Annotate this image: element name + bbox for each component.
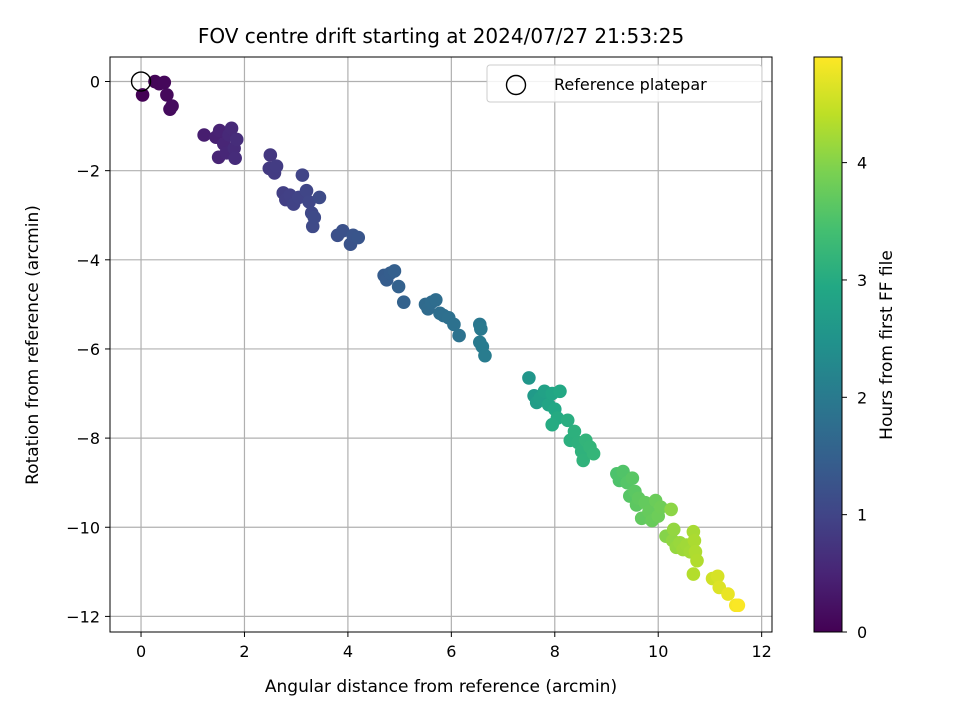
data-point [654, 500, 668, 514]
legend-box [486, 64, 763, 103]
colorbar-tick-label: 4 [857, 154, 867, 173]
colorbar-tick-label: 3 [857, 271, 867, 290]
data-point [567, 424, 582, 439]
legend-reference-marker [505, 74, 527, 96]
y-tick-label: −10 [66, 518, 100, 537]
data-point [165, 99, 179, 113]
data-point [263, 148, 278, 162]
data-point [335, 224, 350, 238]
x-tick-label: 10 [648, 642, 668, 661]
colorbar-gradient [813, 56, 843, 633]
data-point [522, 371, 536, 385]
data-points [135, 74, 746, 613]
colorbar-ticks: 0 1 2 3 4 [842, 154, 867, 642]
data-point [686, 567, 701, 581]
data-point [625, 471, 640, 486]
data-point [666, 522, 681, 537]
colorbar-tick-label: 2 [857, 388, 867, 407]
data-point [560, 413, 575, 428]
data-point [690, 553, 704, 568]
data-point [576, 453, 591, 468]
x-tick-label: 2 [239, 642, 249, 661]
chart-title: FOV centre drift starting at 2024/07/27 … [198, 24, 684, 48]
data-point [307, 210, 322, 225]
data-point [447, 317, 461, 332]
data-point [687, 533, 702, 548]
data-point [391, 279, 406, 294]
data-point [157, 75, 172, 90]
data-point [478, 348, 492, 363]
data-point [452, 328, 466, 343]
y-tick-label: −6 [76, 340, 100, 359]
data-point [474, 322, 488, 336]
x-axis-label: Angular distance from reference (arcmin) [265, 677, 617, 697]
data-point [545, 417, 559, 432]
data-point [299, 183, 314, 198]
data-point [387, 264, 402, 278]
data-point [269, 159, 284, 174]
x-tick-label: 12 [751, 642, 771, 661]
data-point [302, 195, 316, 209]
x-tick-label: 0 [136, 642, 146, 661]
reference-platepar-marker [130, 71, 152, 92]
data-point [721, 587, 735, 601]
data-point [586, 446, 601, 461]
data-point [312, 190, 327, 205]
data-point [710, 569, 725, 584]
data-point [229, 132, 244, 147]
data-point [197, 128, 211, 142]
data-point [664, 502, 678, 517]
plot-frame [109, 56, 773, 633]
legend: Reference platepar [486, 64, 763, 103]
data-point [731, 598, 746, 613]
y-tick-label: −12 [66, 607, 100, 626]
y-tick-label: −2 [76, 162, 100, 181]
y-tick-label: −4 [76, 251, 100, 270]
x-tick-label: 4 [343, 642, 353, 661]
data-point [351, 230, 366, 245]
y-axis-label: Rotation from reference (arcmin) [23, 205, 43, 485]
colorbar: 0 1 2 3 4 Hours from first FF file [813, 56, 897, 642]
data-point [553, 384, 567, 399]
data-point [160, 88, 174, 102]
data-point [396, 295, 411, 309]
y-tick-label: −8 [76, 429, 100, 448]
x-axis-ticks: 0 2 4 6 8 10 12 [136, 632, 772, 661]
data-point [224, 121, 239, 136]
x-tick-label: 8 [550, 642, 560, 661]
data-point [295, 168, 310, 182]
y-tick-label: 0 [90, 73, 100, 92]
y-axis-ticks: 0 −2 −4 −6 −8 −10 −12 [66, 73, 110, 626]
colorbar-tick-label: 0 [857, 623, 867, 642]
colorbar-tick-label: 1 [857, 506, 867, 525]
grid [110, 57, 772, 632]
legend-entry-label: Reference platepar [554, 75, 707, 94]
data-point [228, 151, 242, 165]
data-point [429, 293, 443, 307]
colorbar-label: Hours from first FF file [877, 250, 897, 440]
x-tick-label: 6 [446, 642, 456, 661]
